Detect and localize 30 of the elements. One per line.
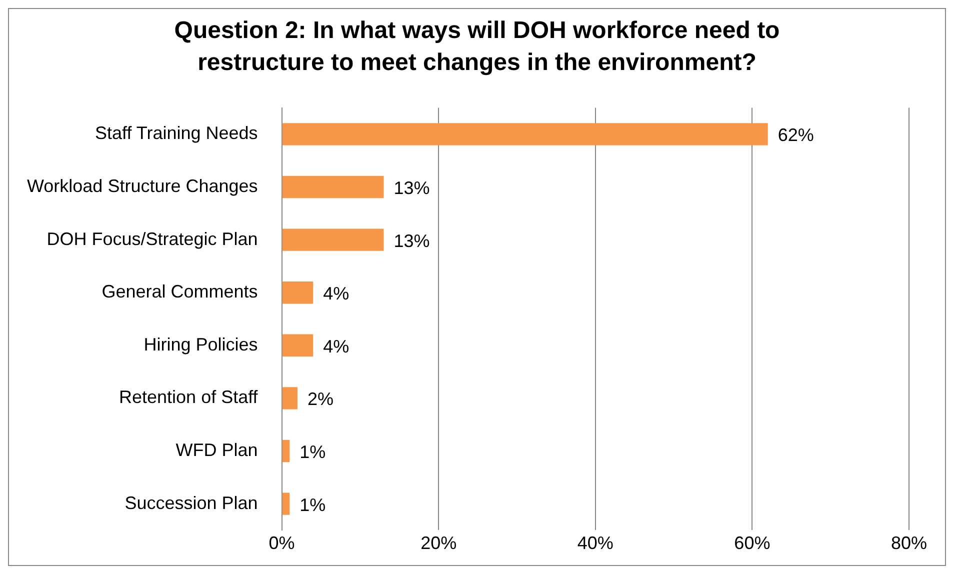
y-tick-label: Retention of Staff <box>119 387 259 408</box>
y-tick-label: Workload Structure Changes <box>26 176 258 196</box>
x-tick-label: 20% <box>420 532 457 553</box>
data-label: 62% <box>778 125 814 146</box>
bar <box>282 282 314 304</box>
y-tick-label: WFD Plan <box>176 440 258 460</box>
y-tick-label: DOH Focus/Strategic Plan <box>46 228 258 249</box>
bar <box>282 123 768 146</box>
x-tick-label: 40% <box>577 532 614 553</box>
data-label: 13% <box>394 230 430 251</box>
bar <box>282 334 314 356</box>
data-label: 1% <box>300 494 326 515</box>
data-label: 13% <box>394 178 430 198</box>
x-tick-label: 80% <box>890 532 928 553</box>
data-label: 1% <box>300 442 326 462</box>
data-label: 4% <box>323 336 350 356</box>
x-tick-label: 0% <box>268 532 295 553</box>
y-tick-label: General Comments <box>102 282 258 302</box>
data-label: 2% <box>307 389 334 410</box>
y-tick-label: Staff Training Needs <box>95 123 258 144</box>
bar <box>282 440 290 462</box>
bar <box>282 492 290 515</box>
bar <box>282 228 384 251</box>
data-label: 4% <box>323 284 350 304</box>
bar <box>282 387 298 410</box>
chart-title: Question 2: In what ways will DOH workforce need to restructure to meet changes in the environment? <box>173 16 781 78</box>
bar <box>282 176 384 198</box>
x-tick-label: 60% <box>734 532 770 553</box>
y-tick-label: Hiring Policies <box>144 334 258 354</box>
y-tick-label: Succession Plan <box>124 492 258 513</box>
